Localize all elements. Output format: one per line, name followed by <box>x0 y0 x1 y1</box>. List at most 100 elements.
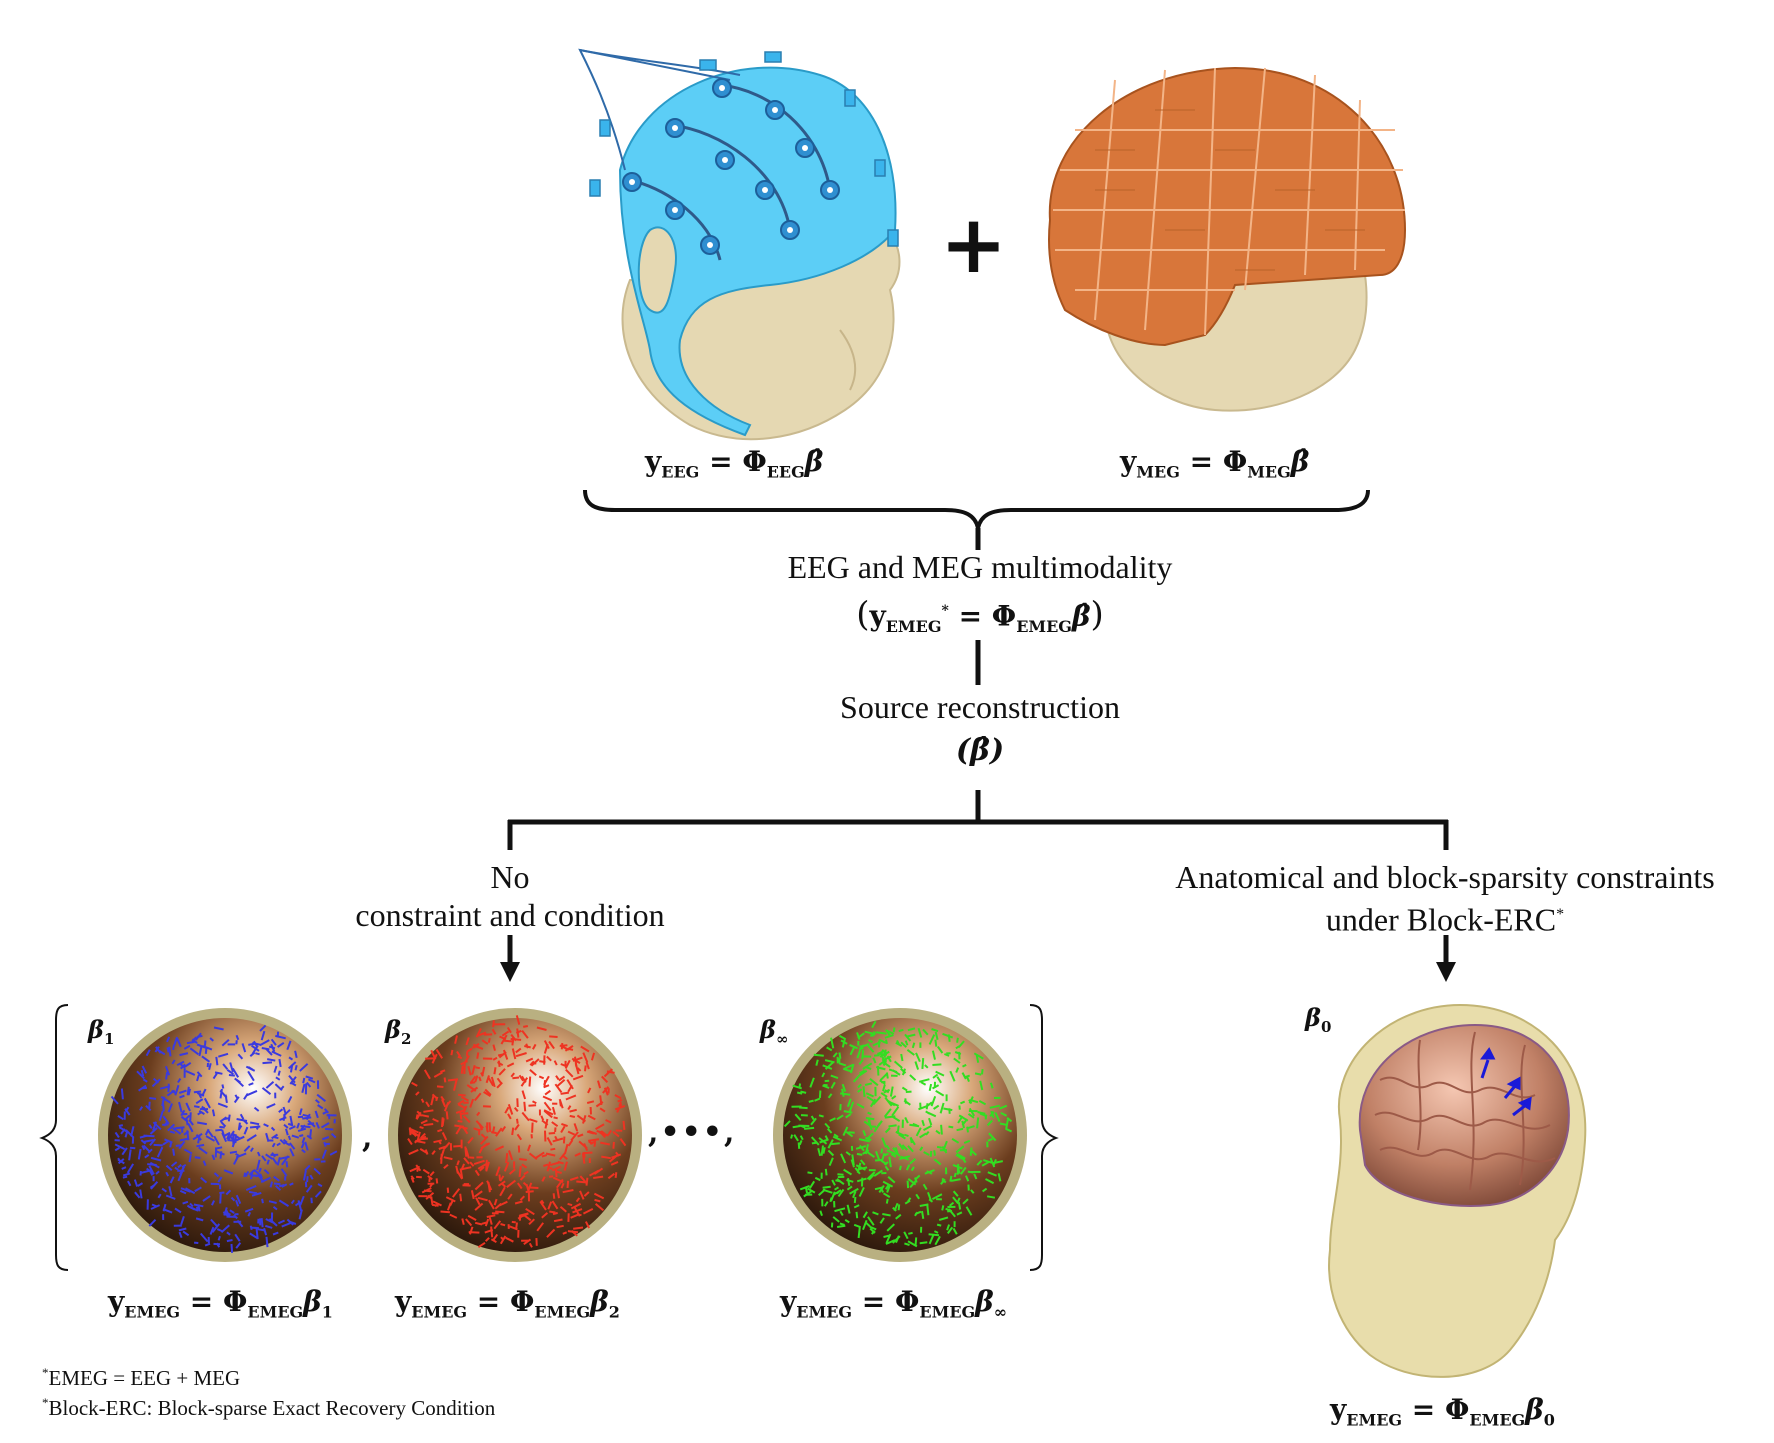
dipole-mark <box>953 1057 961 1064</box>
dipole-mark <box>582 1208 594 1215</box>
dipole-mark <box>943 1107 953 1112</box>
dipole-mark <box>298 1209 303 1220</box>
dipole-mark <box>809 1077 815 1088</box>
dipole-mark <box>219 1088 223 1099</box>
dipole-mark <box>478 1076 482 1082</box>
dipole-mark <box>300 1124 306 1130</box>
dipole-mark <box>174 1166 179 1171</box>
dipole-mark <box>553 1218 563 1223</box>
dipole-mark <box>165 1071 169 1080</box>
dipole-mark <box>276 1142 281 1147</box>
dipole-mark <box>561 1122 568 1128</box>
dipole-mark <box>881 1160 888 1166</box>
dipole-mark <box>290 1064 294 1073</box>
dipole-mark <box>162 1123 169 1126</box>
dipole-mark <box>551 1165 561 1172</box>
dipole-mark <box>541 1154 548 1158</box>
dipole-mark <box>161 1100 165 1112</box>
dipole-mark <box>572 1074 584 1081</box>
dipole-mark <box>831 1142 840 1146</box>
dipole-mark <box>495 1127 503 1137</box>
dipole-mark <box>467 1066 472 1076</box>
dipole-mark <box>223 1169 234 1175</box>
dipole-mark <box>250 1226 259 1230</box>
dipole-mark <box>973 1173 978 1180</box>
dipole-mark <box>173 1036 179 1047</box>
dipole-mark <box>824 1061 834 1070</box>
dipole-mark <box>211 1109 216 1117</box>
dipole-mark <box>439 1149 445 1160</box>
dipole-mark <box>297 1127 307 1133</box>
dipole-mark <box>464 1146 468 1157</box>
dipole-mark <box>807 1171 813 1175</box>
dipole-mark <box>279 1138 286 1145</box>
dipole-mark <box>219 1193 222 1204</box>
dipole-mark <box>817 1147 822 1157</box>
dipole-mark <box>952 1190 959 1197</box>
dipole-mark <box>538 1075 545 1080</box>
dipole-mark <box>447 1078 459 1082</box>
dipole-mark <box>428 1177 431 1183</box>
dipole-mark <box>465 1218 473 1227</box>
dipole-mark <box>804 1126 815 1130</box>
dipole-mark <box>460 1112 469 1115</box>
dipole-mark <box>574 1152 581 1157</box>
dipole-mark <box>194 1186 202 1193</box>
plus-sign: + <box>940 198 1008 291</box>
dipole-mark <box>201 1088 207 1097</box>
dipole-mark <box>797 1142 801 1149</box>
dipole-mark <box>407 1138 413 1146</box>
dipole-mark <box>837 1188 845 1197</box>
dipole-mark <box>301 1148 306 1154</box>
dipole-mark <box>900 1041 907 1048</box>
dipole-mark <box>1006 1117 1013 1123</box>
dipole-mark <box>186 1040 195 1045</box>
dipole-mark <box>415 1091 420 1096</box>
dipole-mark <box>888 1156 892 1168</box>
dipole-mark <box>994 1112 1001 1123</box>
dipole-mark <box>525 1057 534 1063</box>
dipole-mark <box>460 1163 466 1171</box>
dipole-mark <box>178 1227 187 1232</box>
dipole-mark <box>879 1072 888 1081</box>
dipole-mark <box>121 1166 127 1170</box>
dipole-mark <box>523 1170 529 1176</box>
dipole-mark <box>193 1090 202 1094</box>
dipole-mark <box>798 1083 802 1089</box>
dipole-mark <box>921 1210 925 1219</box>
dipole-mark <box>976 1117 980 1129</box>
dipole-mark <box>1000 1112 1008 1117</box>
dipole-mark <box>189 1047 199 1056</box>
dipole-mark <box>867 1111 872 1116</box>
dipole-mark <box>838 1052 842 1059</box>
dipole-mark <box>965 1075 970 1082</box>
dipole-mark <box>474 1092 482 1102</box>
dipole-mark <box>873 1169 883 1177</box>
dipole-mark <box>933 1150 936 1156</box>
dipole-mark <box>239 1113 245 1120</box>
dipole-mark <box>136 1070 145 1080</box>
dipole-mark <box>875 1031 887 1035</box>
sphere-equation-beta-2: yEMEG = ΦEMEGβ2 <box>395 1285 620 1322</box>
dipole-mark <box>518 1166 522 1178</box>
dipole-mark <box>481 1039 489 1045</box>
dipole-mark <box>409 1166 419 1173</box>
dipole-mark <box>859 1159 866 1166</box>
dipole-mark <box>570 1131 579 1142</box>
dipole-mark <box>567 1139 574 1147</box>
dipole-mark <box>287 1135 292 1141</box>
dipole-mark <box>799 1106 808 1110</box>
dipole-mark <box>885 1144 891 1150</box>
dipole-mark <box>233 1156 239 1165</box>
dipole-mark <box>586 1130 595 1135</box>
dipole-mark <box>490 1226 494 1238</box>
dipole-mark <box>543 1101 552 1112</box>
dipole-mark <box>569 1108 577 1113</box>
dipole-mark <box>147 1148 153 1154</box>
dipole-mark <box>840 1092 851 1096</box>
dipole-mark <box>427 1175 433 1181</box>
dipole-mark <box>830 1037 835 1049</box>
dipole-mark <box>166 1089 176 1097</box>
dipole-mark <box>248 1042 256 1046</box>
dipole-mark <box>845 1113 852 1119</box>
